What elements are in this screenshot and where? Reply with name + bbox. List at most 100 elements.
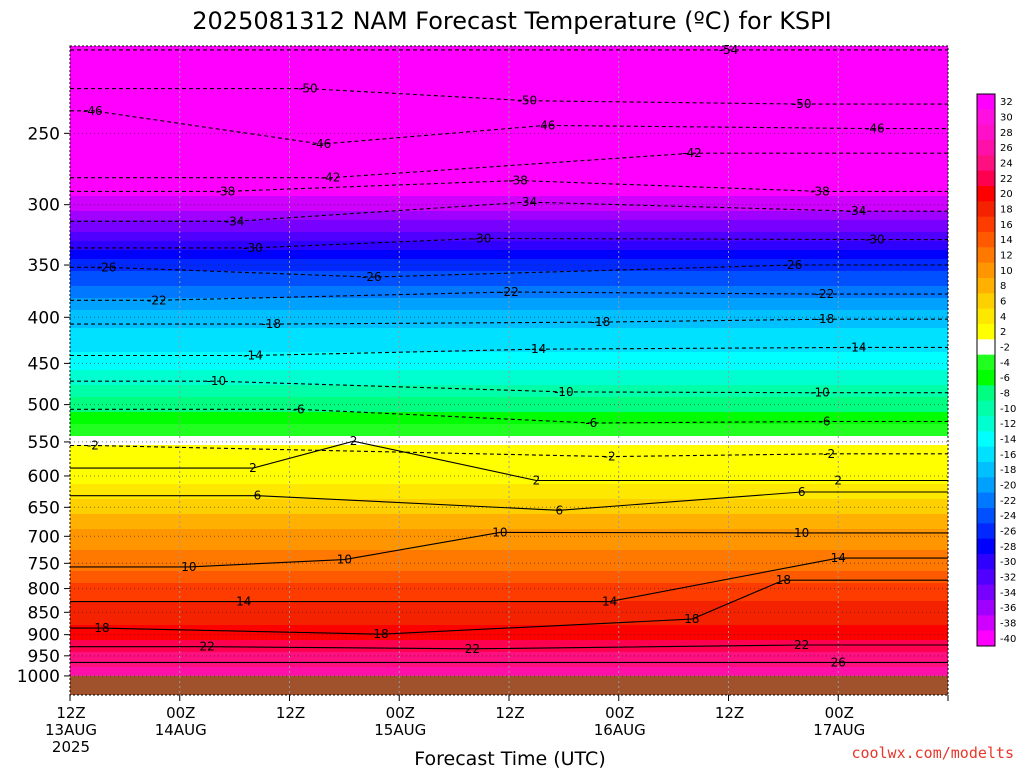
colorbar-swatch — [977, 462, 995, 478]
temperature-band — [70, 259, 948, 263]
temperature-band — [70, 58, 948, 62]
contour-label: -38 — [810, 184, 830, 198]
temperature-band — [70, 187, 948, 191]
colorbar-swatch — [977, 324, 995, 340]
colorbar-label: 6 — [1000, 297, 1006, 308]
temperature-band — [70, 322, 948, 326]
contour-label: -50 — [298, 82, 318, 96]
contour-label: -42 — [321, 171, 341, 185]
colorbar-swatch — [977, 600, 995, 616]
temperature-band — [70, 532, 948, 536]
contour-label: -22 — [815, 287, 835, 301]
x-tick-label: 12Z 13AUG 2025 — [45, 704, 97, 756]
contour-label: -46 — [865, 122, 885, 136]
contour-label: 10 — [794, 526, 809, 540]
temperature-band — [70, 622, 948, 626]
colorbar-swatch — [977, 354, 995, 371]
temperature-band — [70, 649, 948, 653]
y-tick-label: 400 — [28, 308, 60, 328]
colorbar-label: -32 — [1000, 573, 1016, 584]
contour-label: 6 — [555, 503, 563, 517]
temperature-band — [70, 64, 948, 68]
colorbar-label: -18 — [1000, 465, 1016, 476]
temperature-band — [70, 424, 948, 428]
temperature-band — [70, 337, 948, 341]
contour-label: -34 — [225, 214, 245, 228]
y-tick-label: 350 — [28, 256, 60, 276]
x-tick-label: 00Z 16AUG — [594, 704, 646, 739]
temperature-band — [70, 328, 948, 332]
credit-text: coolwx.com/modelts — [851, 744, 1014, 762]
colorbar-label: -30 — [1000, 557, 1016, 568]
contour-label: -14 — [847, 340, 867, 354]
isotherm-line — [70, 291, 948, 301]
temperature-band — [70, 514, 948, 518]
grid — [70, 46, 948, 695]
temperature-band — [70, 268, 948, 272]
colorbar-label: -24 — [1000, 511, 1016, 522]
contour-label: 6 — [798, 485, 806, 499]
temperature-band — [70, 592, 948, 596]
colorbar-swatch — [977, 109, 995, 126]
temperature-band — [70, 112, 948, 116]
temperature-band — [70, 364, 948, 368]
colorbar-swatch — [977, 293, 995, 310]
temperature-band — [70, 667, 948, 671]
y-tick-label: 800 — [28, 580, 60, 600]
contour-label: 14 — [831, 551, 846, 565]
isotherm-line — [70, 380, 948, 394]
colorbar-label: -12 — [1000, 419, 1016, 430]
colorbar-label: -28 — [1000, 542, 1016, 553]
y-tick-label: 650 — [28, 498, 60, 518]
contour-label: -18 — [261, 317, 281, 331]
contour-label: -26 — [362, 270, 382, 284]
colorbar-swatch — [977, 523, 995, 540]
colorbar-label: -2 — [1000, 343, 1010, 354]
temperature-band — [70, 538, 948, 542]
x-tick-label: 00Z 14AUG — [155, 704, 207, 739]
y-tick-label: 300 — [28, 196, 60, 216]
colorbar-label: 24 — [1000, 159, 1013, 170]
colorbar-swatch — [977, 155, 995, 172]
temperature-band — [70, 394, 948, 398]
x-tick-label: 12Z — [495, 704, 524, 722]
temperature-band — [70, 604, 948, 608]
temperature-band — [70, 172, 948, 176]
colorbar-label: -40 — [1000, 634, 1016, 645]
contour-label: 2 — [533, 474, 541, 488]
colorbar-label: -10 — [1000, 404, 1016, 415]
temperature-band — [70, 292, 948, 296]
colorbar-swatch — [977, 216, 995, 233]
y-tick-label: 900 — [28, 626, 60, 646]
temperature-band — [70, 388, 948, 392]
colorbar-label: 30 — [1000, 113, 1013, 124]
contour-label: -50 — [792, 97, 812, 111]
contour-label: -10 — [207, 374, 227, 388]
temperature-band — [70, 619, 948, 623]
colorbar-swatch — [977, 477, 995, 494]
temperature-band — [70, 223, 948, 227]
x-axis-label: Forecast Time (UTC) — [414, 748, 605, 768]
temperature-band — [70, 283, 948, 287]
contour-label: -14 — [527, 342, 547, 356]
colorbar-swatch — [977, 615, 995, 632]
contour-label: 22 — [200, 640, 215, 654]
isotherm-line — [70, 179, 948, 192]
temperature-band — [70, 124, 948, 128]
colorbar-swatch — [977, 508, 995, 524]
temperature-band — [70, 343, 948, 347]
temperature-band — [70, 82, 948, 86]
colorbar-swatch — [977, 569, 995, 586]
colorbar-label: 4 — [1000, 312, 1006, 323]
temperature-band — [70, 307, 948, 311]
contour-label: -6 — [819, 414, 831, 428]
contour-label: 22 — [794, 638, 809, 652]
contour-label: 10 — [492, 525, 507, 539]
colorbar-label: -14 — [1000, 435, 1016, 446]
contour-label: -42 — [682, 146, 702, 160]
contour-label: -2 — [823, 447, 835, 461]
colorbar-label: 26 — [1000, 143, 1013, 154]
colorbar-label: 20 — [1000, 189, 1013, 200]
y-tick-label: 850 — [28, 603, 60, 623]
